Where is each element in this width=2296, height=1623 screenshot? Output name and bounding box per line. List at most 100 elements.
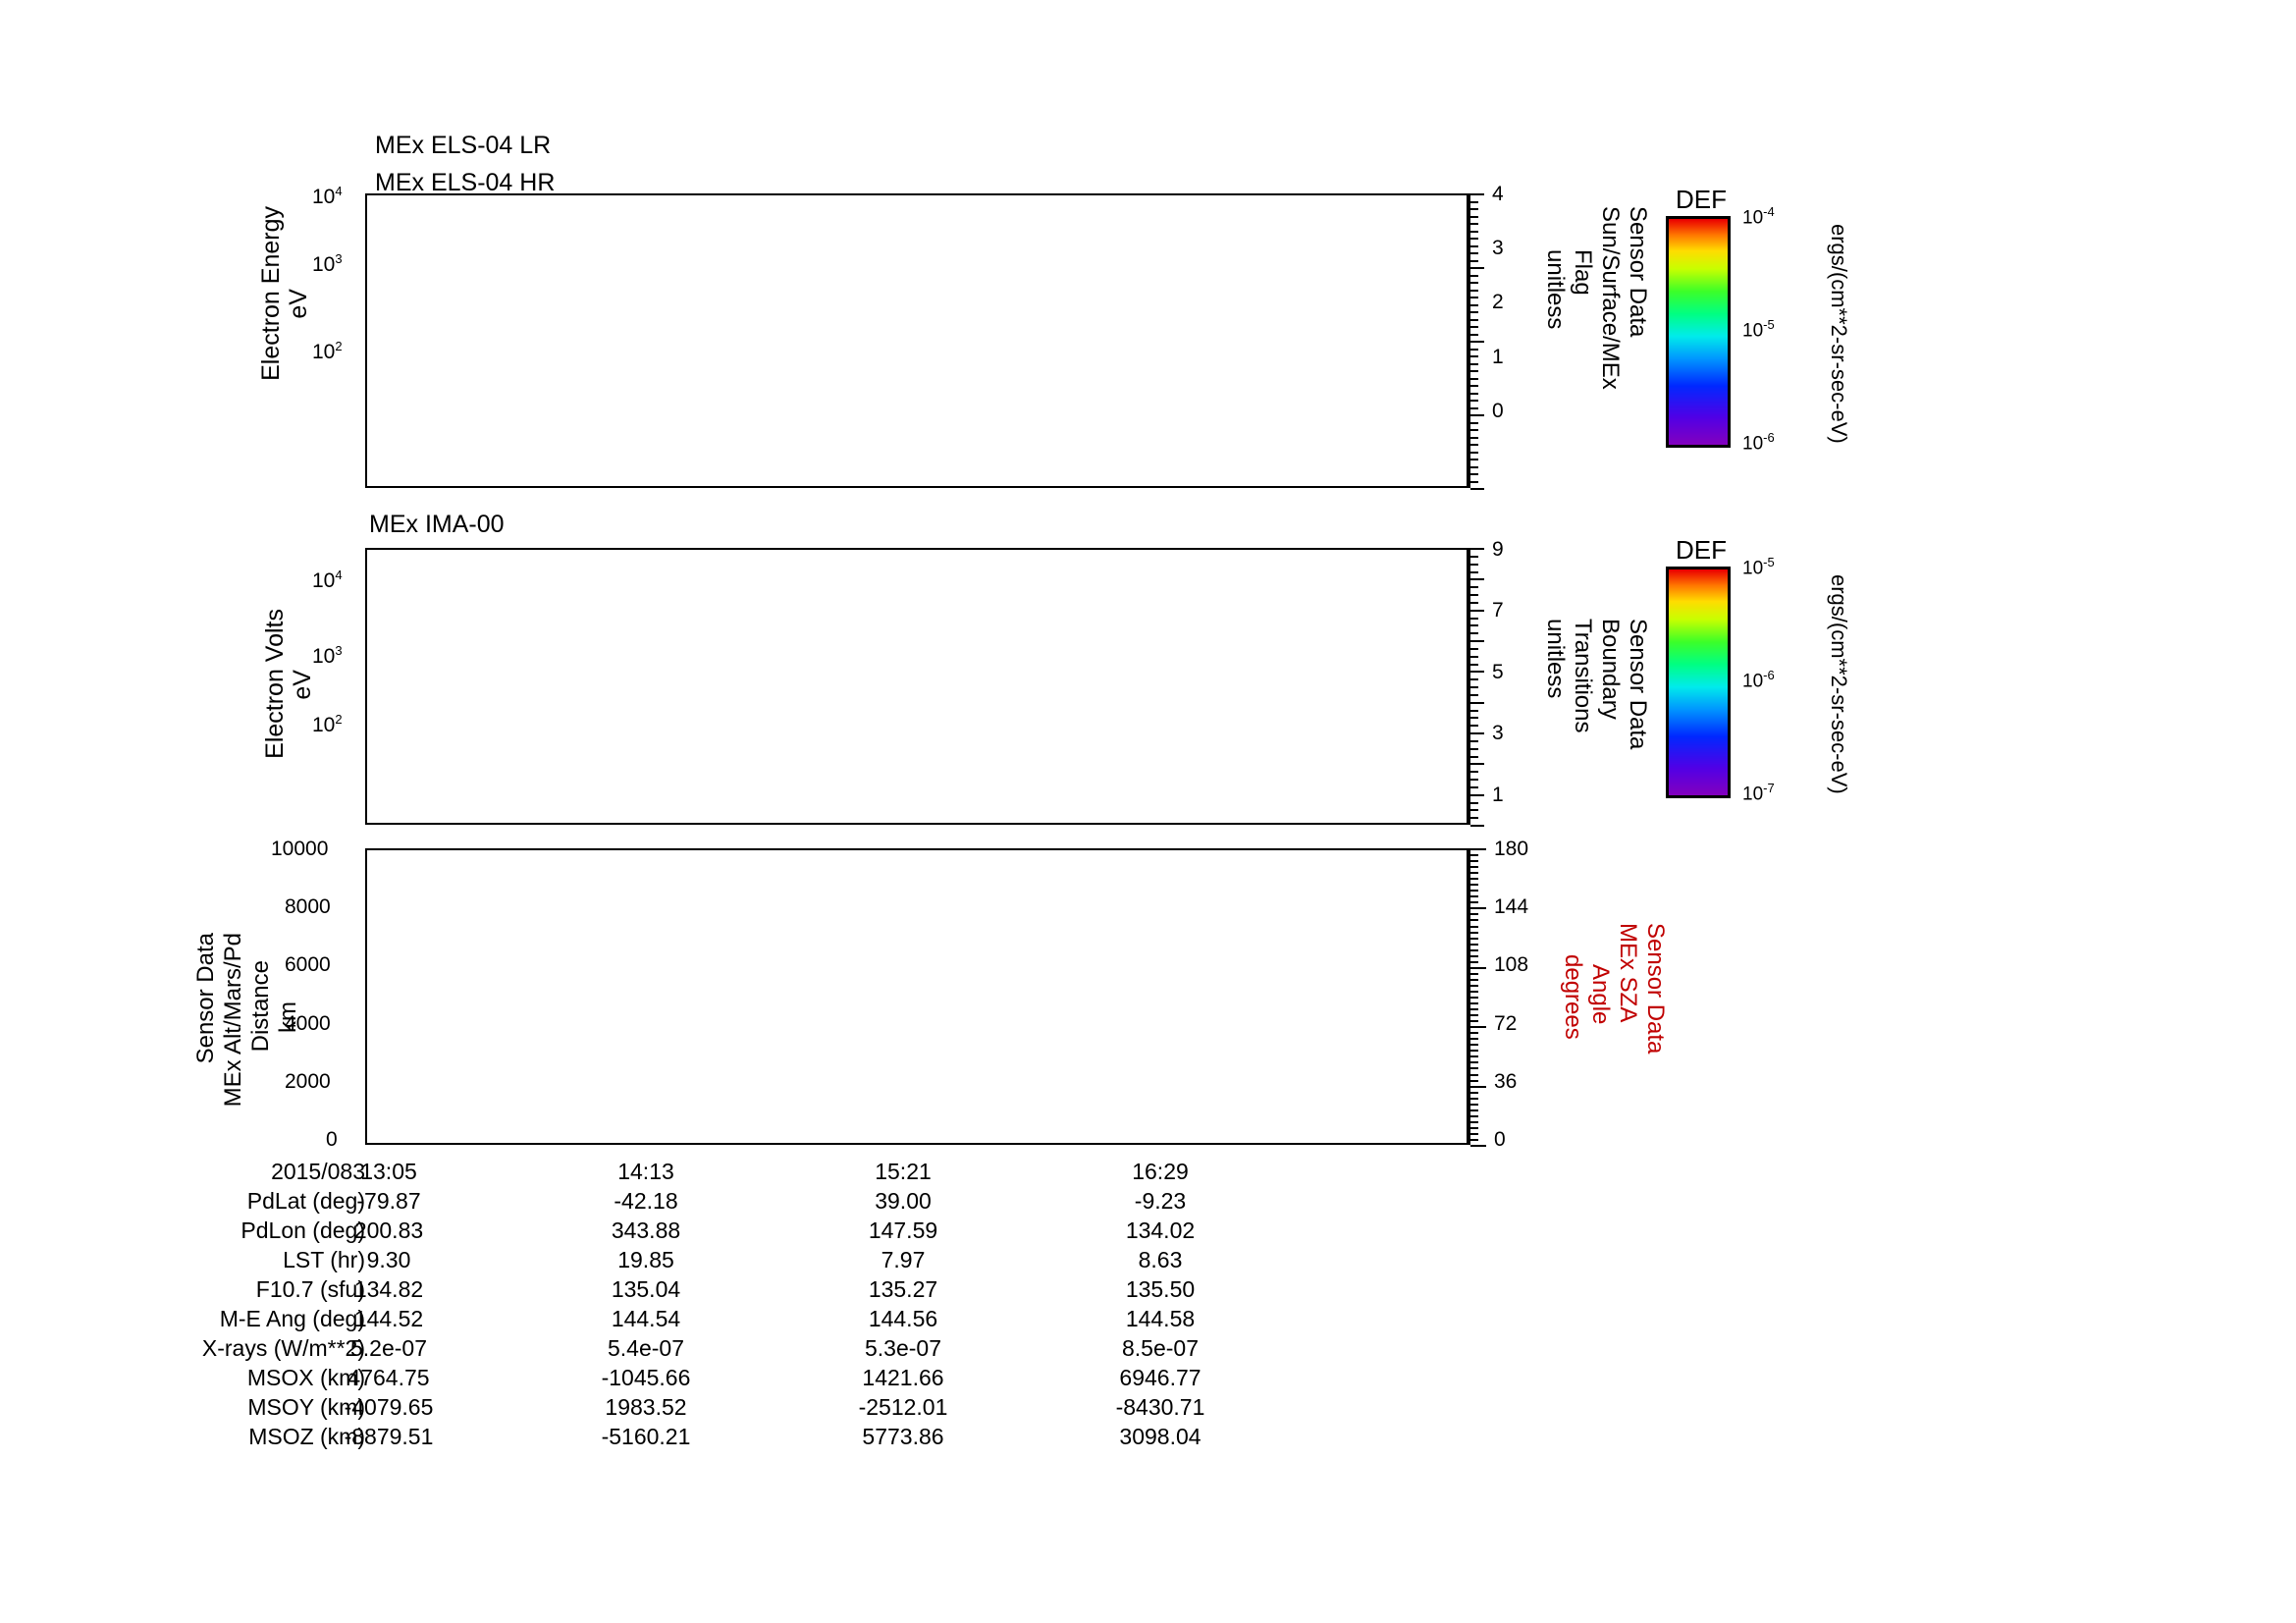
panel2-ylabel: Electron Volts eV bbox=[261, 609, 316, 759]
axis-tick bbox=[1470, 548, 1484, 550]
table-row: F10.7 (sfu) 134.82 135.04 135.27 135.50 bbox=[0, 1274, 1531, 1304]
panel3-frame bbox=[365, 848, 1468, 1145]
axis-tick bbox=[1470, 230, 1478, 233]
panel1-ytick-1e4: 104 bbox=[312, 184, 343, 208]
table-cell: 9.30 bbox=[366, 1247, 411, 1272]
panel3-ytick-2000: 2000 bbox=[285, 1070, 331, 1093]
panel3-ytick-8000: 8000 bbox=[285, 895, 331, 918]
panel2-title: MEx IMA-00 bbox=[369, 511, 505, 538]
panel1-rtick-4: 4 bbox=[1492, 183, 1504, 205]
panel3-rtick-0: 0 bbox=[1494, 1128, 1506, 1151]
axis-tick bbox=[1470, 385, 1478, 387]
axis-tick bbox=[1470, 601, 1478, 604]
table-row-key: LST (hr) bbox=[283, 1247, 365, 1272]
table-cell: 1421.66 bbox=[862, 1365, 944, 1390]
axis-tick bbox=[1470, 1038, 1478, 1041]
table-row: X-rays (W/m**2) 5.2e-07 5.4e-07 5.3e-07 8.5e… bbox=[0, 1333, 1531, 1363]
axis-tick bbox=[1470, 355, 1478, 357]
axis-tick bbox=[1470, 1079, 1478, 1082]
axis-tick bbox=[1470, 341, 1484, 343]
axis-tick bbox=[1470, 274, 1478, 277]
axis-tick bbox=[1470, 303, 1478, 306]
table-cell: 39.00 bbox=[875, 1188, 932, 1214]
panel1-title-hr: MEx ELS-04 HR bbox=[375, 169, 556, 196]
axis-tick bbox=[1470, 586, 1478, 589]
table-cell: 16:29 bbox=[1132, 1159, 1189, 1184]
table-row: PdLat (deg) -79.87 -42.18 39.00 -9.23 bbox=[0, 1186, 1531, 1216]
axis-tick bbox=[1470, 984, 1478, 987]
axis-tick bbox=[1470, 785, 1478, 788]
axis-tick bbox=[1470, 1055, 1478, 1058]
axis-tick bbox=[1470, 678, 1478, 681]
axis-tick bbox=[1470, 1109, 1478, 1111]
panel2-rtick-3: 3 bbox=[1492, 722, 1504, 744]
table-cell: 5.4e-07 bbox=[607, 1335, 684, 1361]
axis-tick bbox=[1470, 1050, 1478, 1053]
axis-tick bbox=[1470, 747, 1478, 750]
axis-tick bbox=[1470, 333, 1478, 336]
panel1-rtick-3: 3 bbox=[1492, 237, 1504, 259]
axis-tick bbox=[1470, 609, 1484, 612]
panel2-cb-tick-mid: 10-6 bbox=[1742, 668, 1775, 692]
table-cell: -9.23 bbox=[1134, 1188, 1187, 1214]
panel3-rtick-108: 108 bbox=[1494, 953, 1529, 976]
table-cell: 5.2e-07 bbox=[349, 1335, 427, 1361]
axis-tick bbox=[1470, 244, 1478, 247]
axis-tick bbox=[1470, 809, 1478, 812]
axis-tick bbox=[1470, 400, 1478, 402]
table-cell: 1983.52 bbox=[605, 1394, 687, 1420]
table-cell: 5.3e-07 bbox=[864, 1335, 941, 1361]
axis-tick bbox=[1470, 451, 1478, 454]
table-cell: 134.02 bbox=[1125, 1217, 1196, 1243]
table-cell: 7.97 bbox=[881, 1247, 926, 1272]
axis-tick bbox=[1470, 624, 1478, 627]
panel2-right-ylabel: Sensor Data Boundary Transitions unitles… bbox=[1542, 619, 1651, 750]
axis-tick bbox=[1470, 1032, 1478, 1035]
axis-tick bbox=[1470, 966, 1486, 969]
axis-tick bbox=[1470, 1014, 1478, 1017]
panel2-ytick-1e3: 103 bbox=[312, 643, 343, 668]
table-cell: 343.88 bbox=[611, 1217, 681, 1243]
table-row-key: F10.7 (sfu) bbox=[255, 1276, 365, 1302]
panel1-cb-tick-min: 10-6 bbox=[1742, 430, 1775, 455]
axis-tick bbox=[1470, 617, 1478, 620]
table-cell: -5160.21 bbox=[601, 1424, 691, 1449]
table-cell: -1045.66 bbox=[601, 1365, 691, 1390]
panel1-rtick-1: 1 bbox=[1492, 346, 1504, 368]
table-cell: -8879.51 bbox=[344, 1424, 434, 1449]
axis-tick bbox=[1470, 223, 1478, 225]
axis-tick bbox=[1470, 436, 1478, 439]
panel2-cb-tick-max: 10-5 bbox=[1742, 555, 1775, 579]
panel1-title-lr: MEx ELS-04 LR bbox=[375, 132, 552, 159]
axis-tick bbox=[1470, 488, 1484, 490]
table-cell: -8430.71 bbox=[1115, 1394, 1205, 1420]
axis-tick bbox=[1470, 848, 1486, 850]
table-row: MSOY (km) -4079.65 1983.52 -2512.01 -8430.71 bbox=[0, 1392, 1531, 1422]
table-row-key: MSOX (km) bbox=[246, 1365, 365, 1390]
axis-tick bbox=[1470, 1120, 1478, 1123]
panel3-rtick-144: 144 bbox=[1494, 895, 1529, 918]
panel3-rtick-72: 72 bbox=[1494, 1012, 1518, 1035]
axis-tick bbox=[1470, 890, 1478, 893]
axis-tick bbox=[1470, 1067, 1478, 1070]
table-cell: 14:13 bbox=[617, 1159, 674, 1184]
axis-tick bbox=[1470, 1132, 1478, 1135]
panel3-ytick-10000: 10000 bbox=[271, 838, 329, 860]
axis-tick bbox=[1470, 414, 1484, 416]
axis-tick bbox=[1470, 348, 1478, 351]
panel3-ytick-0: 0 bbox=[326, 1128, 338, 1151]
table-row: LST (hr) 9.30 19.85 7.97 8.63 bbox=[0, 1245, 1531, 1274]
panel1-ytick-1e3: 103 bbox=[312, 251, 343, 276]
table-cell: 5773.86 bbox=[862, 1424, 944, 1449]
axis-tick bbox=[1470, 895, 1478, 898]
axis-tick bbox=[1470, 907, 1486, 910]
axis-tick bbox=[1470, 901, 1478, 904]
table-cell: 8.5e-07 bbox=[1121, 1335, 1199, 1361]
axis-tick bbox=[1470, 640, 1484, 642]
table-cell: -4079.65 bbox=[344, 1394, 434, 1420]
table-row: M-E Ang (deg) 144.52 144.54 144.56 144.58 bbox=[0, 1304, 1531, 1333]
axis-tick bbox=[1470, 755, 1478, 758]
axis-tick bbox=[1470, 282, 1478, 284]
table-cell: 200.83 bbox=[353, 1217, 424, 1243]
panel1-ylabel: Electron Energy eV bbox=[257, 206, 312, 381]
